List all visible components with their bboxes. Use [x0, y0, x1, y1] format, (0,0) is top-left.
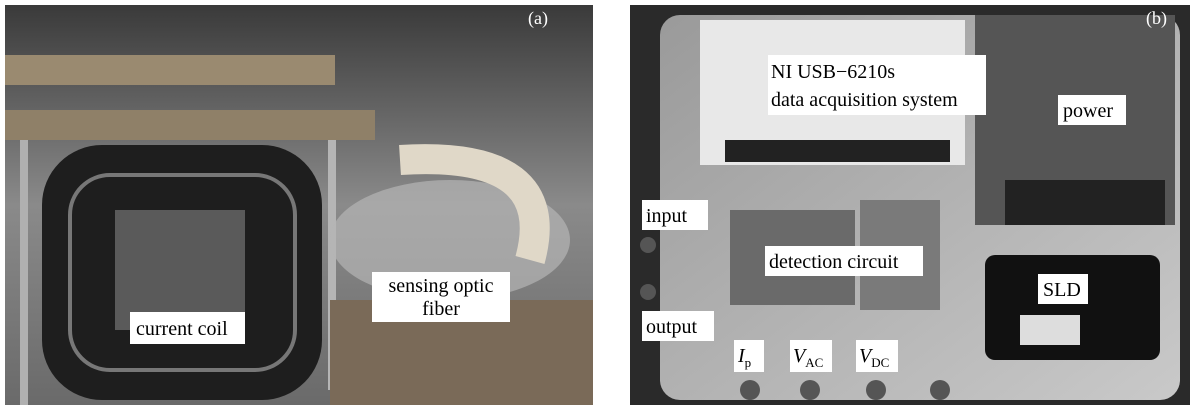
label: output: [646, 316, 698, 338]
label-sub: p: [745, 355, 752, 370]
label-sub: DC: [871, 355, 889, 370]
label: detection circuit: [769, 251, 899, 273]
page: (a) (b) current coil sensing optic fiber…: [0, 0, 1196, 410]
panel-tag: (a): [528, 8, 548, 29]
label: current coil: [136, 318, 228, 340]
label: data acquisition system: [771, 89, 958, 111]
label: NI USB−6210s: [771, 61, 895, 83]
label: sensing optic: [389, 275, 494, 297]
label: SLD: [1043, 279, 1081, 301]
photo-a: [5, 5, 593, 405]
label-sub: AC: [805, 355, 823, 370]
label: fiber: [422, 298, 460, 320]
label: input: [646, 205, 688, 227]
figure: (a) (b) current coil sensing optic fiber…: [0, 0, 1196, 410]
label: power: [1063, 100, 1113, 122]
panel-tag: (b): [1146, 8, 1167, 29]
